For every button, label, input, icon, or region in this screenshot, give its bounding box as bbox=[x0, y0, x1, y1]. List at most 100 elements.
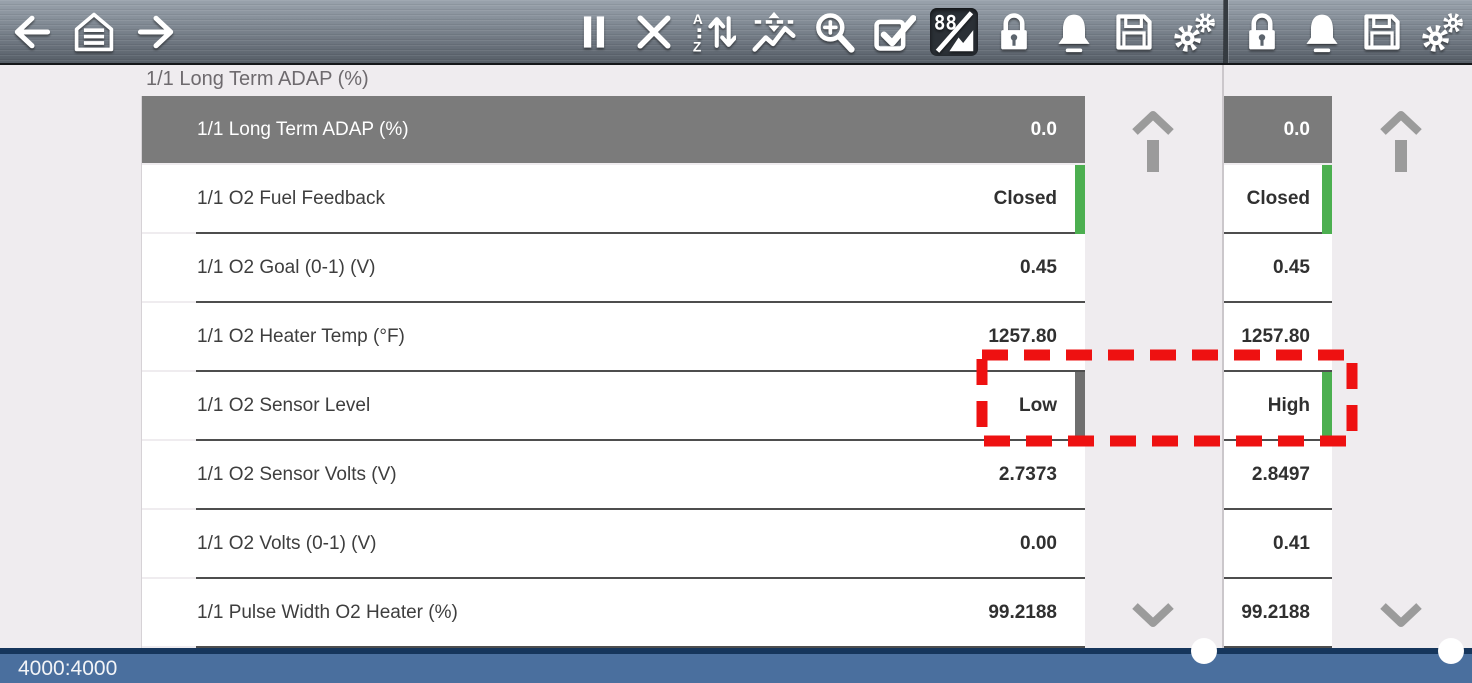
pid-row[interactable]: 1/1 Pulse Width O2 Heater (%) 99.2188 bbox=[142, 579, 1085, 648]
scroll-up-button[interactable] bbox=[1130, 110, 1176, 174]
pid-value-row[interactable]: 0.0 bbox=[1224, 96, 1332, 163]
close-button[interactable] bbox=[630, 8, 678, 56]
pid-row[interactable]: 1/1 Long Term ADAP (%) 0.0 bbox=[142, 96, 1085, 163]
digital-graph-toggle-button[interactable] bbox=[930, 8, 978, 56]
select-icon bbox=[872, 10, 916, 54]
back-button[interactable] bbox=[8, 8, 56, 56]
toolbar-action-group bbox=[570, 8, 1218, 56]
save-button[interactable] bbox=[1110, 8, 1158, 56]
pid-value: 0.41 bbox=[1273, 532, 1310, 554]
pid-value-row[interactable]: 1257.80 bbox=[1224, 303, 1332, 372]
alarm-button[interactable] bbox=[1298, 8, 1346, 56]
pid-value: High bbox=[1267, 394, 1310, 416]
selected-pid-header: 1/1 Long Term ADAP (%) bbox=[146, 68, 369, 90]
pid-row[interactable]: 1/1 O2 Fuel Feedback Closed bbox=[142, 165, 1085, 234]
scroll-up-icon bbox=[1378, 110, 1424, 174]
scroll-down-icon bbox=[1130, 602, 1176, 628]
pause-icon bbox=[572, 10, 616, 54]
home-icon bbox=[72, 10, 116, 54]
pid-label: 1/1 O2 Volts (0-1) (V) bbox=[197, 532, 377, 554]
pid-status-bar-icon bbox=[1075, 165, 1085, 234]
pid-value: 2.8497 bbox=[1251, 463, 1310, 485]
data-list-view: 1/1 Long Term ADAP (%) 1/1 Long Term ADA… bbox=[0, 65, 1472, 662]
scrollbar-handle[interactable] bbox=[1191, 638, 1217, 664]
pid-row[interactable]: 1/1 O2 Volts (0-1) (V) 0.00 bbox=[142, 510, 1085, 579]
lock-icon bbox=[992, 10, 1036, 54]
scroll-up-button[interactable] bbox=[1378, 110, 1424, 174]
buffer-counter: 4000:4000 bbox=[18, 656, 118, 680]
lock-icon bbox=[1240, 10, 1284, 54]
forward-icon bbox=[134, 10, 178, 54]
pid-row[interactable]: 1/1 O2 Heater Temp (°F) 1257.80 bbox=[142, 303, 1085, 372]
lock-button[interactable] bbox=[990, 8, 1038, 56]
settings-icon bbox=[1420, 10, 1464, 54]
lock-button[interactable] bbox=[1238, 8, 1286, 56]
pid-value-row[interactable]: Closed bbox=[1224, 165, 1332, 234]
custom-data-button[interactable] bbox=[750, 8, 798, 56]
zoom-icon bbox=[812, 10, 856, 54]
settings-button[interactable] bbox=[1170, 8, 1218, 56]
pid-value: 0.0 bbox=[1030, 118, 1057, 140]
pid-status-bar-icon bbox=[1075, 372, 1085, 441]
save-icon bbox=[1360, 10, 1404, 54]
toolbar-nav-group bbox=[8, 8, 180, 56]
scroll-down-icon bbox=[1378, 602, 1424, 628]
save-icon bbox=[1112, 10, 1156, 54]
pid-label: 1/1 O2 Goal (0-1) (V) bbox=[197, 256, 376, 278]
pid-value-row[interactable]: High bbox=[1224, 372, 1332, 441]
pid-row[interactable]: 1/1 O2 Goal (0-1) (V) 0.45 bbox=[142, 234, 1085, 303]
scroll-down-button[interactable] bbox=[1378, 602, 1424, 628]
pid-label: 1/1 Pulse Width O2 Heater (%) bbox=[197, 601, 458, 623]
pid-value-row[interactable]: 0.45 bbox=[1224, 234, 1332, 303]
scrollbar-handle[interactable] bbox=[1438, 638, 1464, 664]
sort-icon bbox=[692, 10, 736, 54]
toolbar-right-group bbox=[1238, 8, 1466, 56]
pid-value: 0.00 bbox=[1020, 532, 1057, 554]
save-button[interactable] bbox=[1358, 8, 1406, 56]
pid-value-row[interactable]: 99.2188 bbox=[1224, 579, 1332, 648]
alarm-button[interactable] bbox=[1050, 8, 1098, 56]
scroll-up-icon bbox=[1130, 110, 1176, 174]
custom-data-icon bbox=[752, 10, 796, 54]
settings-button[interactable] bbox=[1418, 8, 1466, 56]
pid-value: 99.2188 bbox=[1241, 601, 1310, 623]
pid-label: 1/1 Long Term ADAP (%) bbox=[197, 118, 409, 140]
pid-row[interactable]: 1/1 O2 Sensor Volts (V) 2.7373 bbox=[142, 441, 1085, 510]
pid-value: Low bbox=[1019, 394, 1057, 416]
pid-label: 1/1 O2 Heater Temp (°F) bbox=[197, 325, 405, 347]
back-icon bbox=[10, 10, 54, 54]
pid-value-row[interactable]: 0.41 bbox=[1224, 510, 1332, 579]
pid-status-bar-icon bbox=[1322, 165, 1332, 234]
pid-value: Closed bbox=[1246, 187, 1310, 209]
pid-value: 99.2188 bbox=[988, 601, 1057, 623]
alarm-icon bbox=[1300, 10, 1344, 54]
close-icon bbox=[632, 10, 676, 54]
select-button[interactable] bbox=[870, 8, 918, 56]
toolbar-separator bbox=[1224, 0, 1228, 63]
settings-icon bbox=[1172, 10, 1216, 54]
forward-button[interactable] bbox=[132, 8, 180, 56]
zoom-button[interactable] bbox=[810, 8, 858, 56]
pid-value-row[interactable]: 2.8497 bbox=[1224, 441, 1332, 510]
pid-label: 1/1 O2 Fuel Feedback bbox=[197, 187, 385, 209]
scroll-down-button[interactable] bbox=[1130, 602, 1176, 628]
toolbar bbox=[0, 0, 1472, 65]
pid-status-bar-icon bbox=[1322, 372, 1332, 441]
pid-label: 1/1 O2 Sensor Level bbox=[197, 394, 371, 416]
home-button[interactable] bbox=[70, 8, 118, 56]
pid-row[interactable]: 1/1 O2 Sensor Level Low bbox=[142, 372, 1085, 441]
status-bar: 4000:4000 bbox=[0, 638, 1472, 683]
pid-value: 2.7373 bbox=[998, 463, 1057, 485]
pid-value: 1257.80 bbox=[988, 325, 1057, 347]
pid-value-panel: 0.0 Closed 0.45 1257.80 High 2.8497 0.41 99.218… bbox=[1224, 96, 1332, 662]
pid-value: 0.45 bbox=[1273, 256, 1310, 278]
pause-button[interactable] bbox=[570, 8, 618, 56]
alarm-icon bbox=[1052, 10, 1096, 54]
pid-value: Closed bbox=[993, 187, 1057, 209]
pid-label: 1/1 O2 Sensor Volts (V) bbox=[197, 463, 397, 485]
pid-value: 1257.80 bbox=[1241, 325, 1310, 347]
pid-value: 0.0 bbox=[1283, 118, 1310, 140]
sort-button[interactable] bbox=[690, 8, 738, 56]
pid-list-panel: 1/1 Long Term ADAP (%) 0.0 1/1 O2 Fuel Fee… bbox=[142, 96, 1085, 662]
